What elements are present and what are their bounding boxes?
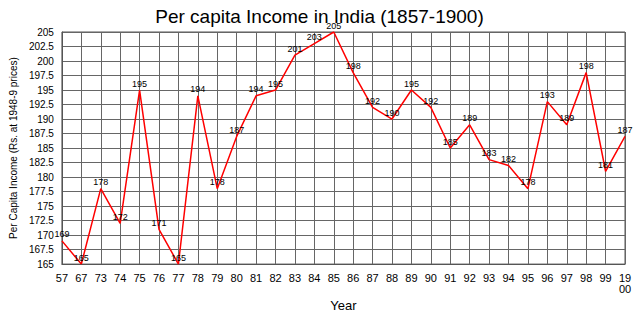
svg-text:92: 92	[464, 272, 476, 284]
svg-text:170: 170	[37, 230, 54, 241]
svg-text:187: 187	[229, 125, 244, 135]
svg-text:194: 194	[249, 84, 264, 94]
svg-text:78: 78	[192, 272, 204, 284]
svg-text:74: 74	[114, 272, 126, 284]
svg-text:180: 180	[37, 172, 54, 183]
svg-text:86: 86	[347, 272, 359, 284]
svg-text:98: 98	[580, 272, 592, 284]
svg-text:202.5: 202.5	[29, 41, 54, 52]
svg-text:96: 96	[541, 272, 553, 284]
svg-text:183: 183	[482, 148, 497, 158]
svg-text:82: 82	[269, 272, 281, 284]
svg-text:85: 85	[328, 272, 340, 284]
svg-text:198: 198	[579, 61, 594, 71]
svg-text:182: 182	[501, 154, 516, 164]
svg-text:171: 171	[151, 218, 166, 228]
svg-text:178: 178	[210, 177, 225, 187]
svg-text:81: 81	[250, 272, 262, 284]
svg-text:97: 97	[561, 272, 573, 284]
svg-text:95: 95	[522, 272, 534, 284]
svg-text:195: 195	[268, 79, 283, 89]
svg-text:172: 172	[113, 212, 128, 222]
svg-text:192: 192	[423, 96, 438, 106]
svg-text:185: 185	[37, 143, 54, 154]
svg-text:172.5: 172.5	[29, 215, 54, 226]
svg-text:165: 165	[74, 253, 89, 263]
svg-text:195: 195	[132, 79, 147, 89]
svg-text:177.5: 177.5	[29, 186, 54, 197]
svg-text:175: 175	[37, 201, 54, 212]
svg-text:Per capita Income in India (18: Per capita Income in India (1857-1900)	[155, 6, 483, 27]
svg-text:189: 189	[462, 113, 477, 123]
svg-text:75: 75	[133, 272, 145, 284]
svg-text:73: 73	[95, 272, 107, 284]
svg-text:200: 200	[37, 56, 54, 67]
svg-text:178: 178	[520, 177, 535, 187]
svg-text:185: 185	[443, 137, 458, 147]
svg-text:190: 190	[37, 114, 54, 125]
svg-text:67: 67	[75, 272, 87, 284]
svg-text:165: 165	[171, 253, 186, 263]
svg-text:77: 77	[172, 272, 184, 284]
svg-text:193: 193	[540, 90, 555, 100]
svg-text:205: 205	[37, 27, 54, 38]
svg-text:87: 87	[366, 272, 378, 284]
svg-text:80: 80	[231, 272, 243, 284]
svg-text:167.5: 167.5	[29, 244, 54, 255]
svg-text:94: 94	[502, 272, 514, 284]
svg-text:19: 19	[618, 271, 632, 284]
svg-text:165: 165	[37, 259, 54, 270]
svg-text:181: 181	[598, 160, 613, 170]
svg-text:195: 195	[404, 79, 419, 89]
svg-text:00: 00	[619, 283, 631, 295]
svg-text:197.5: 197.5	[29, 70, 54, 81]
svg-text:84: 84	[308, 272, 320, 284]
svg-text:83: 83	[289, 272, 301, 284]
svg-text:195: 195	[37, 85, 54, 96]
svg-text:187: 187	[617, 125, 632, 135]
svg-text:192.5: 192.5	[29, 99, 54, 110]
svg-text:203: 203	[307, 32, 322, 42]
svg-text:76: 76	[153, 272, 165, 284]
svg-text:192: 192	[365, 96, 380, 106]
svg-text:198: 198	[346, 61, 361, 71]
svg-text:90: 90	[425, 272, 437, 284]
svg-text:88: 88	[386, 272, 398, 284]
svg-text:189: 189	[559, 113, 574, 123]
svg-text:201: 201	[287, 44, 302, 54]
svg-text:187.5: 187.5	[29, 128, 54, 139]
svg-text:Per Capita Income (Rs. at 1948: Per Capita Income (Rs. at 1948-9 prices)	[8, 57, 19, 239]
svg-text:169: 169	[54, 229, 69, 239]
svg-text:89: 89	[405, 272, 417, 284]
svg-text:194: 194	[190, 84, 205, 94]
svg-text:93: 93	[483, 272, 495, 284]
svg-text:99: 99	[599, 272, 611, 284]
svg-text:79: 79	[211, 272, 223, 284]
svg-text:182.5: 182.5	[29, 157, 54, 168]
svg-text:Year: Year	[330, 298, 357, 313]
svg-text:57: 57	[56, 272, 68, 284]
svg-text:190: 190	[384, 108, 399, 118]
svg-text:91: 91	[444, 272, 456, 284]
svg-text:178: 178	[93, 177, 108, 187]
